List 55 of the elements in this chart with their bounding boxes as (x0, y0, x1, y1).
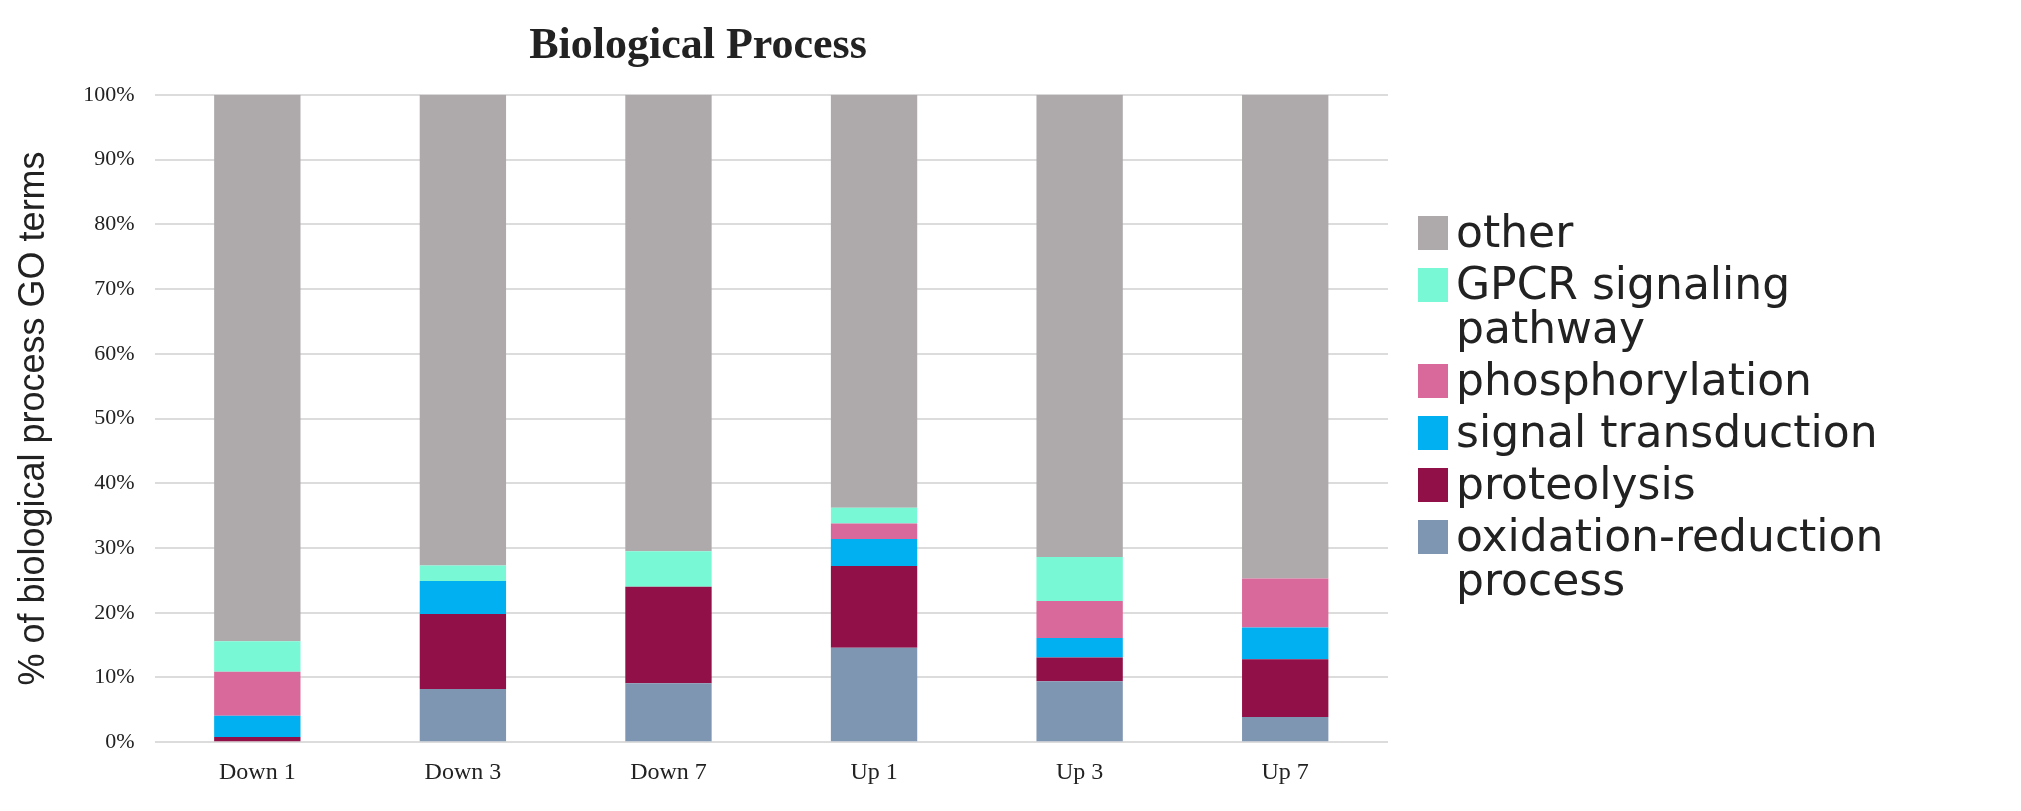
x-tick-label: Up 3 (1055, 757, 1104, 784)
x-tick-label: Up 7 (1261, 757, 1309, 784)
legend-label: signal transduction (1456, 405, 1878, 457)
bar (214, 94, 301, 642)
bar (419, 565, 507, 581)
x-tick-label: Down 7 (630, 757, 707, 784)
x-tick-label: Down 1 (218, 757, 296, 784)
bar (625, 586, 712, 684)
bar (830, 523, 918, 539)
bar (830, 566, 918, 648)
bar (1242, 627, 1329, 660)
bar (830, 94, 918, 508)
bar (1242, 716, 1329, 742)
y-tick-label: 90% (94, 145, 135, 171)
bar (625, 551, 712, 587)
bar (419, 94, 507, 566)
bar (214, 715, 301, 738)
bar (419, 581, 507, 615)
bar (830, 538, 918, 567)
bar (625, 94, 712, 552)
y-tick-label: 50% (94, 404, 135, 430)
x-tick-label: Up 1 (850, 757, 898, 784)
y-tick-label: 100% (83, 80, 135, 106)
y-tick-label: 10% (94, 663, 135, 689)
legend-label: proteolysis (1456, 457, 1696, 509)
bar (214, 641, 301, 672)
bar (1036, 557, 1123, 602)
y-tick-label: 60% (94, 339, 135, 365)
y-tick-label: 80% (94, 210, 135, 236)
legend-label: other (1456, 205, 1574, 257)
y-tick-label: 70% (94, 274, 135, 300)
legend-label: oxidation-reduction process (1456, 509, 1885, 605)
bar (1242, 578, 1329, 628)
legend-label: phosphorylation (1456, 353, 1812, 405)
bar (1036, 94, 1123, 558)
y-tick-label: 30% (94, 533, 135, 559)
bar (1036, 681, 1123, 742)
y-axis-title: % of biological process GO terms (10, 151, 52, 686)
y-tick-label: 0% (105, 727, 135, 753)
bar (830, 507, 918, 524)
bar (214, 737, 301, 742)
y-tick-label: 20% (94, 598, 135, 624)
bar (1242, 94, 1329, 579)
bar (419, 614, 507, 690)
bar (830, 647, 918, 742)
bar (1036, 657, 1123, 682)
bar (419, 689, 507, 742)
bar (625, 683, 712, 742)
bar (214, 671, 301, 716)
y-tick-label: 40% (94, 469, 135, 495)
bar (1036, 637, 1123, 658)
x-tick-label: Down 3 (424, 757, 502, 784)
bar (1036, 601, 1123, 638)
chart-title: Biological Process (529, 18, 867, 68)
bar (1242, 659, 1329, 717)
